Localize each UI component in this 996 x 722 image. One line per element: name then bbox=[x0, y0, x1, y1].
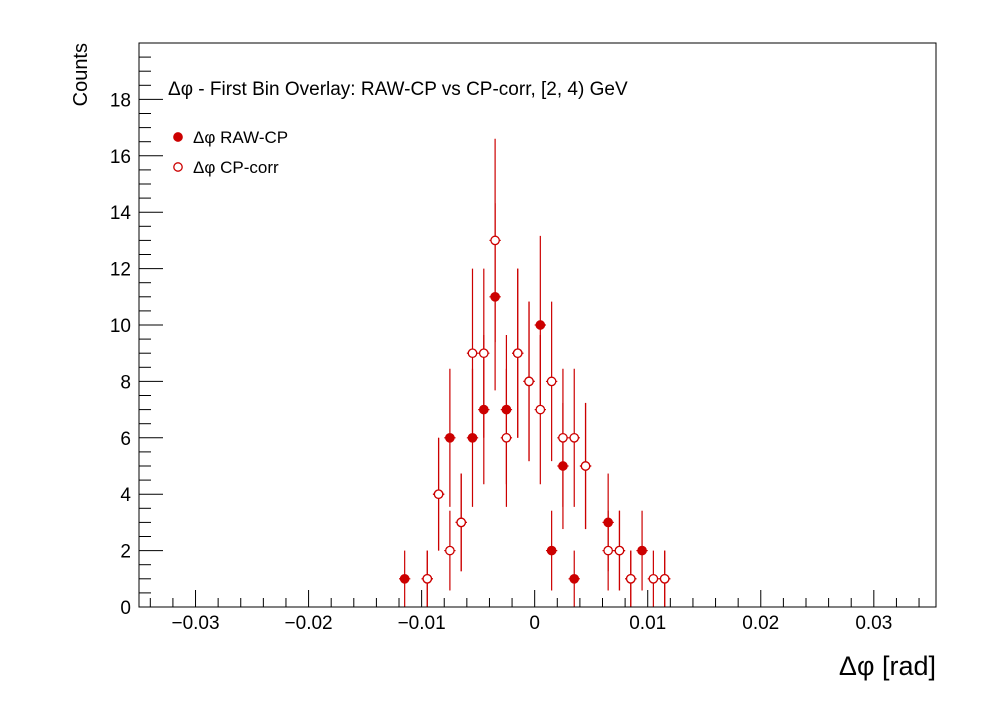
data-point-raw-cp bbox=[445, 432, 455, 443]
x-tick-label: 0.03 bbox=[855, 613, 892, 634]
x-tick-label: −0.03 bbox=[171, 613, 219, 634]
data-point-cp-corr bbox=[546, 376, 557, 387]
data-point-raw-cp bbox=[546, 545, 557, 556]
legend-label-raw-cp: Δφ RAW-CP bbox=[193, 128, 288, 147]
data-point-cp-corr bbox=[512, 348, 523, 359]
data-point-cp-corr bbox=[445, 545, 455, 556]
data-point-cp-corr bbox=[614, 545, 625, 556]
x-tick-label: −0.01 bbox=[398, 613, 446, 634]
y-axis-title: Counts bbox=[70, 43, 92, 106]
series-cp-corr bbox=[421, 138, 671, 607]
legend-marker-dot bbox=[173, 132, 183, 142]
data-point-cp-corr bbox=[569, 432, 580, 443]
data-point-cp-corr bbox=[535, 404, 546, 415]
chart-title: Δφ - First Bin Overlay: RAW-CP vs CP-cor… bbox=[168, 79, 628, 100]
data-points bbox=[399, 138, 671, 607]
data-point-raw-cp bbox=[535, 320, 546, 330]
data-point-cp-corr bbox=[456, 517, 467, 528]
y-tick-label: 12 bbox=[110, 260, 131, 281]
y-tick-label: 16 bbox=[110, 147, 131, 168]
data-point-raw-cp bbox=[399, 573, 410, 584]
legend-marker-dot bbox=[173, 162, 183, 172]
plot-frame bbox=[138, 42, 937, 608]
data-point-raw-cp bbox=[569, 573, 580, 584]
data-point-cp-corr bbox=[603, 545, 614, 556]
data-point-cp-corr bbox=[433, 489, 444, 500]
x-axis-title: Δφ [rad] bbox=[839, 651, 936, 681]
data-point-cp-corr bbox=[501, 432, 512, 443]
data-point-cp-corr bbox=[490, 235, 500, 246]
x-tick-label: 0.02 bbox=[742, 613, 779, 634]
data-point-raw-cp bbox=[637, 545, 647, 556]
data-point-cp-corr bbox=[558, 432, 568, 443]
y-tick-label: 6 bbox=[120, 429, 131, 450]
data-point-cp-corr bbox=[580, 461, 591, 471]
x-tick-label: 0 bbox=[529, 613, 540, 634]
x-tick-label: −0.02 bbox=[285, 613, 333, 634]
data-point-cp-corr bbox=[648, 573, 659, 584]
legend-label-cp-corr: Δφ CP-corr bbox=[193, 158, 279, 177]
legend-marker-raw-cp bbox=[173, 132, 183, 142]
y-tick-label: 18 bbox=[110, 90, 131, 111]
y-tick-label: 2 bbox=[120, 542, 131, 563]
data-point-cp-corr bbox=[625, 573, 636, 584]
y-tick-label: 4 bbox=[120, 485, 131, 506]
y-tick-label: 10 bbox=[110, 316, 131, 337]
data-point-cp-corr bbox=[422, 573, 433, 584]
legend: Δφ RAW-CP Δφ CP-corr bbox=[173, 128, 288, 177]
data-point-cp-corr bbox=[524, 376, 534, 387]
y-tick-label: 14 bbox=[110, 203, 132, 224]
legend-marker-cp-corr bbox=[173, 162, 183, 172]
data-point-cp-corr bbox=[659, 573, 670, 584]
data-point-cp-corr bbox=[467, 348, 478, 359]
axes: −0.03 −0.02 −0.01 0 0.01 0.02 0.03 0 2 4 6 8 10 12 14 1… bbox=[110, 42, 920, 634]
data-point-cp-corr bbox=[478, 348, 489, 359]
y-tick-label: 8 bbox=[120, 372, 131, 393]
y-tick-label: 0 bbox=[120, 598, 131, 619]
x-tick-label: 0.01 bbox=[629, 613, 666, 634]
